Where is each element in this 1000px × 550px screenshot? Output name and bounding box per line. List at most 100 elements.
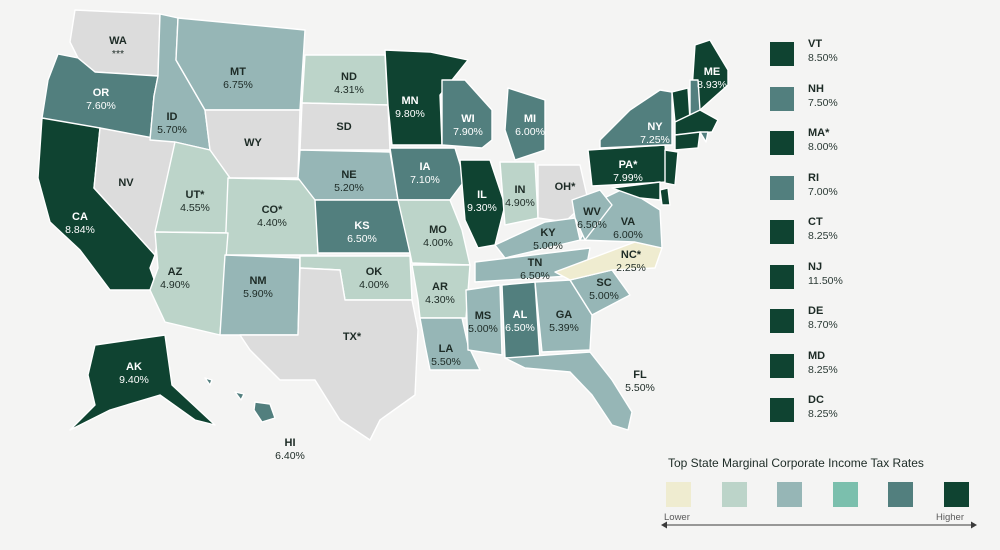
legend-swatch-nh <box>770 86 794 111</box>
state-code-nd: ND <box>341 71 357 83</box>
state-ky[interactable] <box>494 217 581 259</box>
state-rate-in: 4.90% <box>505 197 535 209</box>
state-code-mn: MN <box>401 95 418 107</box>
state-wi[interactable] <box>441 79 493 149</box>
legend-rate-vt: 8.50% <box>808 52 838 64</box>
state-nj[interactable] <box>664 149 679 186</box>
state-rate-wa: *** <box>112 48 124 60</box>
state-code-in: IN <box>515 184 526 196</box>
state-rate-ne: 5.20% <box>334 182 364 194</box>
state-code-oh: OH* <box>555 181 577 193</box>
state-ia[interactable] <box>389 147 466 201</box>
legend-rate-ri: 7.00% <box>808 185 838 198</box>
state-code-nm: NM <box>249 275 266 287</box>
legend-swatch-ct <box>770 220 794 244</box>
state-rate-ny: 7.25% <box>640 134 670 146</box>
state-rate-al: 6.50% <box>505 322 535 334</box>
state-code-fl: FL <box>633 369 647 381</box>
state-wy[interactable] <box>204 109 301 179</box>
state-rate-pa: 7.99% <box>613 172 643 184</box>
state-ak[interactable] <box>69 334 216 431</box>
state-mi[interactable] <box>504 87 546 161</box>
us-map: WA*** OR7.60% CA8.84% NV ID5.70% MT6.75% WY UT*… <box>37 9 729 462</box>
scale-high-label: Higher <box>936 512 964 523</box>
scale-arrow <box>661 521 977 529</box>
state-rate-ia: 7.10% <box>410 174 440 186</box>
legend-rate-ma: 8.00% <box>808 141 838 153</box>
legend-code-ct: CT <box>808 216 823 228</box>
state-code-ak: AK <box>126 361 142 373</box>
state-tx[interactable] <box>239 267 419 441</box>
state-code-tx: TX* <box>343 331 362 343</box>
legend-swatch-md <box>770 353 794 378</box>
state-rate-co: 4.40% <box>257 217 287 229</box>
state-code-or: OR <box>93 87 110 99</box>
state-code-az: AZ <box>168 266 183 278</box>
state-rate-il: 9.30% <box>467 202 497 214</box>
state-code-ar: AR <box>432 281 448 293</box>
state-code-al: AL <box>513 309 528 321</box>
state-code-me: ME <box>704 66 721 78</box>
legend-code-vt: VT <box>808 38 823 50</box>
state-ct[interactable] <box>674 131 701 151</box>
state-code-sd: SD <box>336 121 351 133</box>
state-la[interactable] <box>419 317 481 371</box>
state-rate-or: 7.60% <box>86 100 116 112</box>
state-md[interactable] <box>611 181 661 201</box>
state-fl[interactable] <box>504 351 633 431</box>
legend-rate-nj: 11.50% <box>808 274 843 287</box>
state-code-mo: MO <box>429 224 447 236</box>
state-rate-mn: 9.80% <box>395 108 425 120</box>
state-ma[interactable] <box>674 109 719 136</box>
state-wv[interactable] <box>571 189 613 241</box>
state-code-ca: CA <box>72 211 88 223</box>
state-hi[interactable] <box>204 377 276 423</box>
state-rate-hi: 6.40% <box>275 450 305 462</box>
scale-swatch-4 <box>888 482 913 507</box>
state-code-va: VA <box>621 216 636 228</box>
legend-swatch-vt <box>770 42 794 66</box>
state-de[interactable] <box>659 187 671 206</box>
state-rate-id: 5.70% <box>157 124 187 136</box>
state-rate-ak: 9.40% <box>119 374 149 386</box>
state-rate-mt: 6.75% <box>223 79 253 91</box>
state-rate-fl: 5.50% <box>625 382 655 394</box>
scale-swatch-5 <box>943 482 969 507</box>
state-al[interactable] <box>501 281 541 361</box>
state-code-pa: PA* <box>619 159 638 171</box>
state-rate-ok: 4.00% <box>359 279 389 291</box>
state-ga[interactable] <box>534 279 593 353</box>
legend-swatch-de <box>770 309 794 333</box>
state-code-mi: MI <box>524 113 536 125</box>
state-ri[interactable] <box>699 131 709 143</box>
state-rate-ca: 8.84% <box>65 224 95 236</box>
state-rate-nd: 4.31% <box>334 84 364 96</box>
legend-rate-de: 8.70% <box>808 319 838 331</box>
legend-rate-dc: 8.25% <box>808 408 838 420</box>
state-code-ok: OK <box>366 266 383 278</box>
state-ms[interactable] <box>465 284 503 356</box>
state-az[interactable] <box>149 231 229 336</box>
state-code-id: ID <box>167 111 178 123</box>
state-code-ut: UT* <box>186 189 206 201</box>
state-mn[interactable] <box>384 49 469 146</box>
scale-swatch-0 <box>666 482 691 507</box>
state-ny[interactable] <box>599 89 673 149</box>
state-rate-ky: 5.00% <box>533 240 563 252</box>
state-rate-ar: 4.30% <box>425 294 455 306</box>
state-code-ky: KY <box>540 227 556 239</box>
state-code-mt: MT <box>230 66 246 78</box>
state-code-tn: TN <box>528 257 543 269</box>
legend-rate-ct: 8.25% <box>808 230 838 242</box>
state-rate-va: 6.00% <box>613 229 643 241</box>
state-co[interactable] <box>224 177 319 256</box>
state-code-wy: WY <box>244 137 262 149</box>
state-rate-ut: 4.55% <box>180 202 210 214</box>
scale-low-label: Lower <box>664 512 690 523</box>
state-code-ia: IA <box>420 161 431 173</box>
state-code-wa: WA <box>109 35 127 47</box>
state-rate-la: 5.50% <box>431 356 461 368</box>
state-code-hi: HI <box>285 437 296 449</box>
state-rate-sc: 5.00% <box>589 290 619 302</box>
state-code-ks: KS <box>354 220 369 232</box>
